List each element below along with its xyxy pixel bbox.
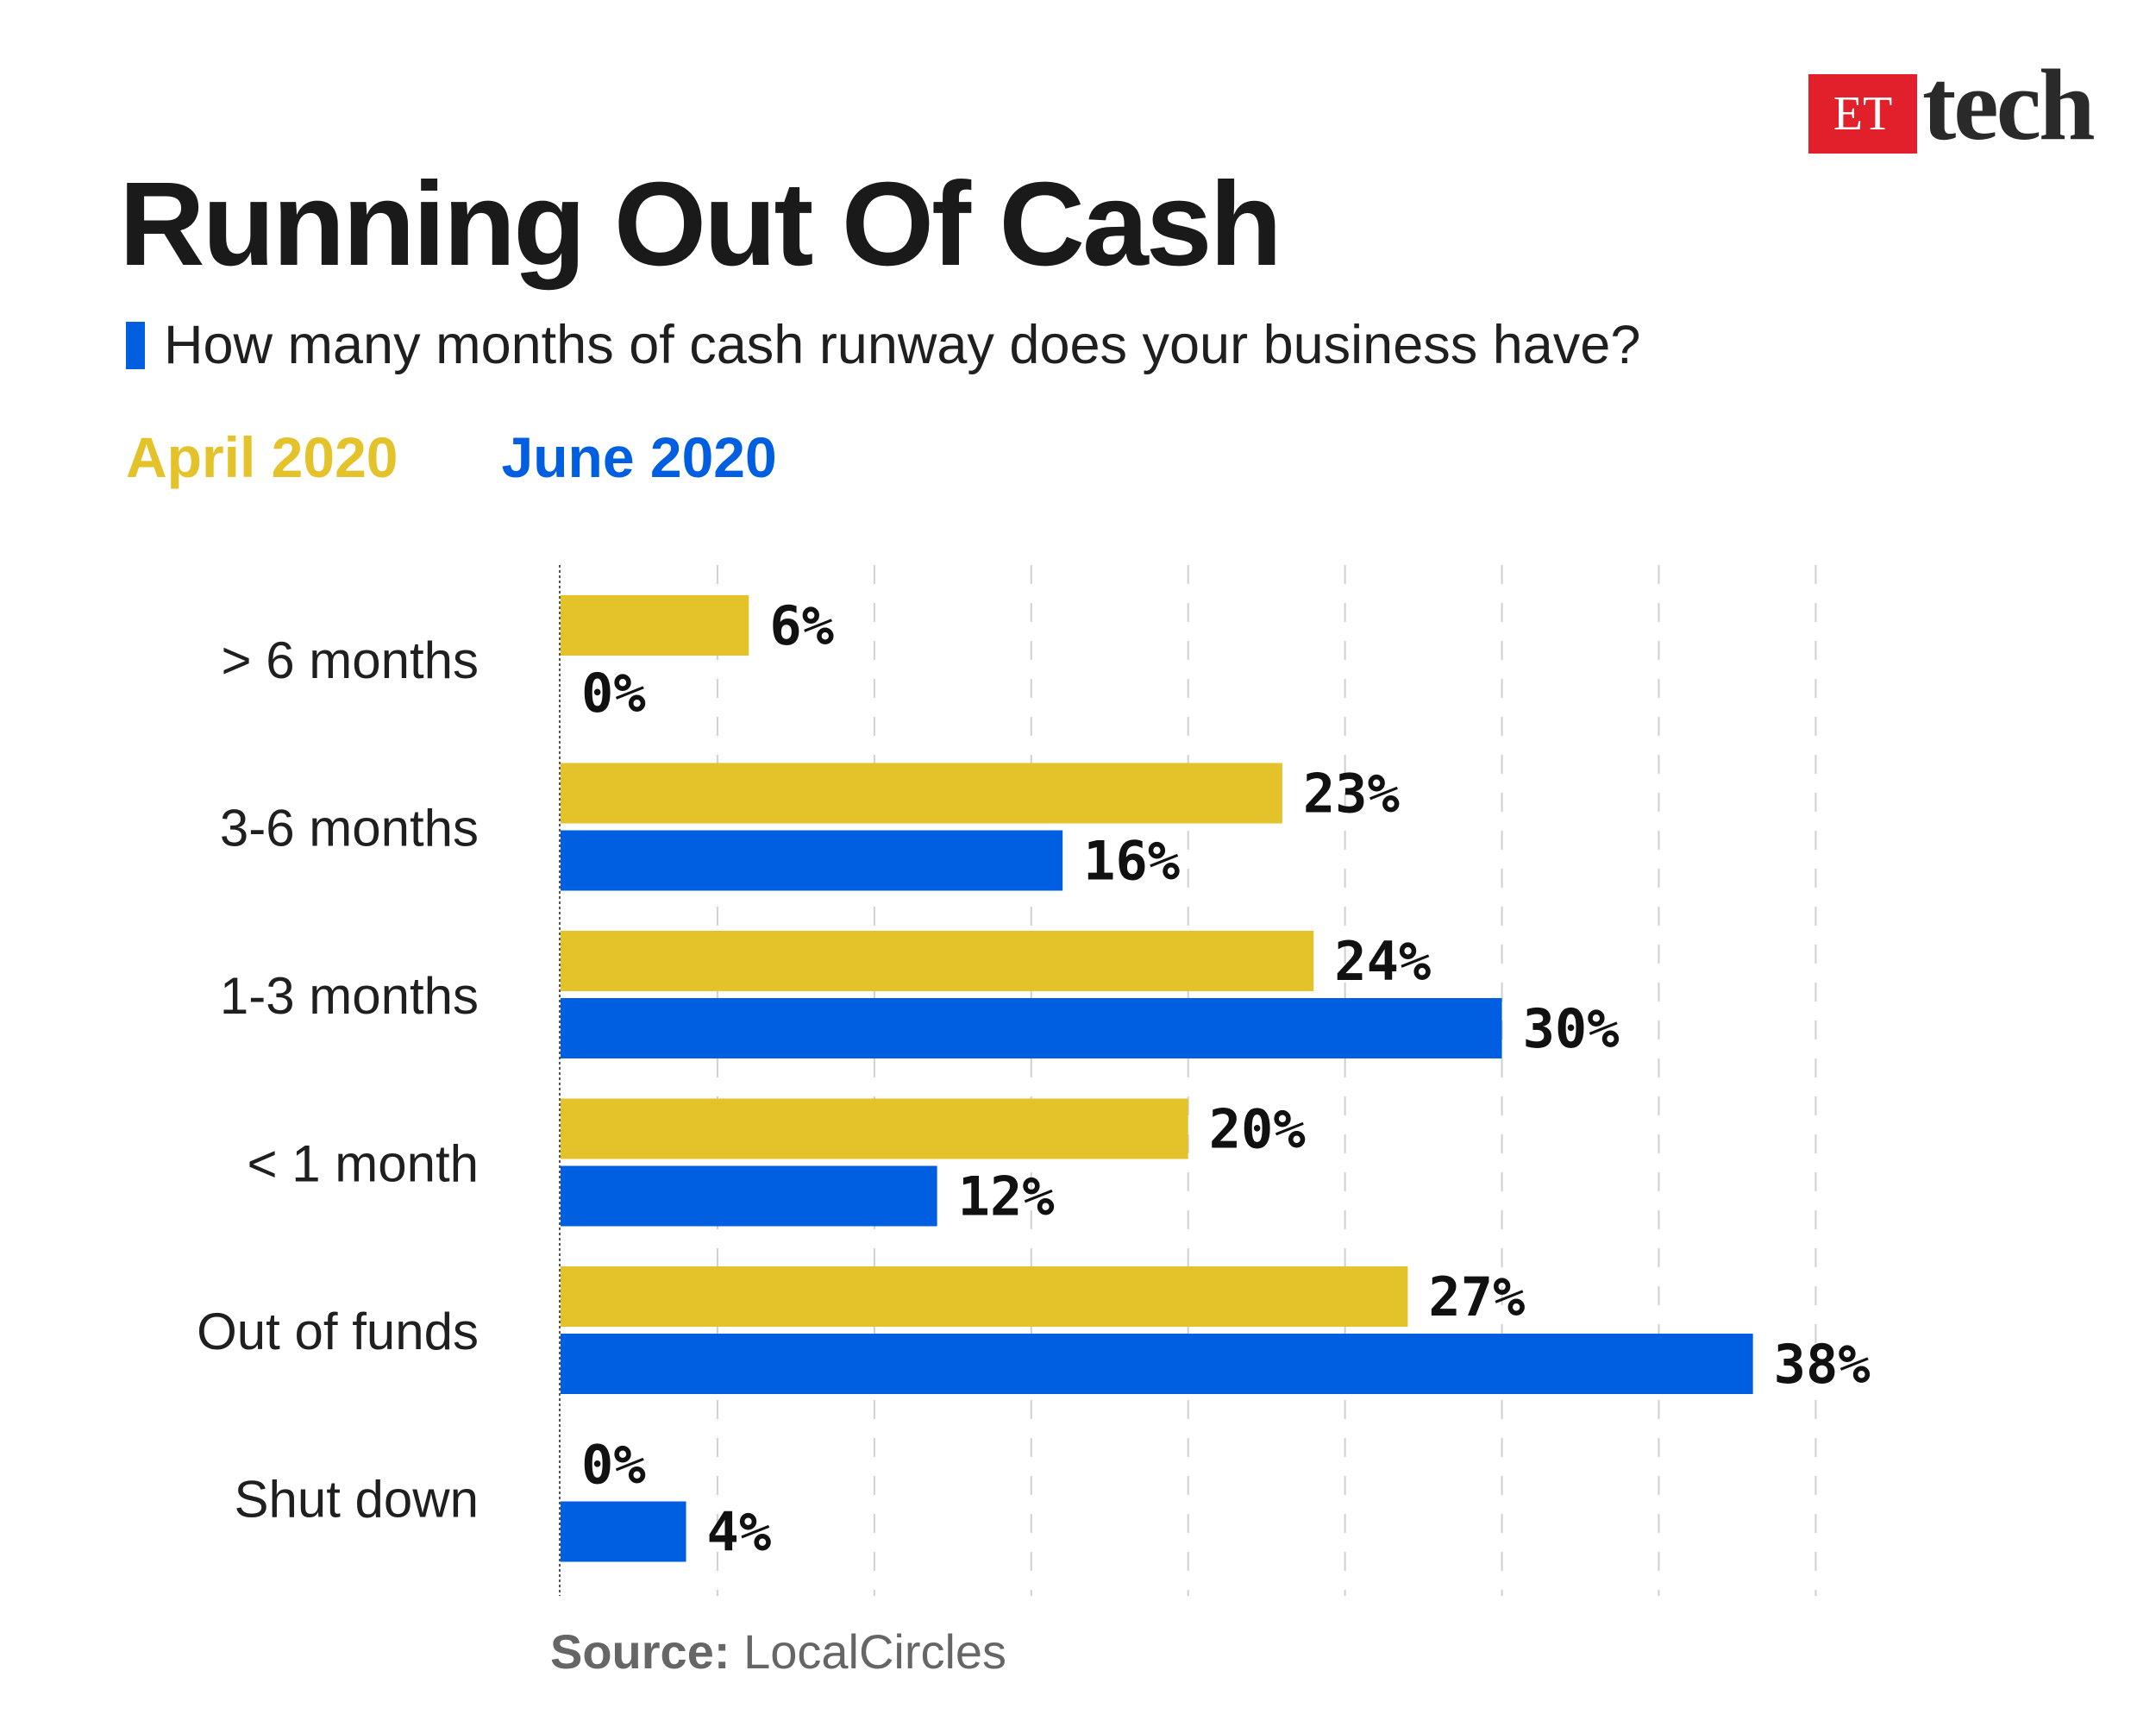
category-label: 1-3 months xyxy=(220,967,479,1025)
bar-june xyxy=(561,830,1063,891)
bar-june xyxy=(561,1165,937,1227)
legend: April 2020 June 2020 xyxy=(126,423,881,492)
source-note: Source: LocalCircles xyxy=(550,1622,1006,1682)
category-label: Out of funds xyxy=(197,1303,479,1360)
logo-word: tech xyxy=(1922,48,2096,161)
data-label: 4% xyxy=(707,1501,772,1564)
logo-badge: ET xyxy=(1808,74,1917,154)
bar-april xyxy=(561,1098,1188,1159)
bar-april xyxy=(561,763,1282,824)
data-label: 0% xyxy=(581,662,646,725)
bar-april xyxy=(561,1266,1408,1327)
bar-june xyxy=(561,1334,1753,1394)
category-label: < 1 month xyxy=(247,1135,479,1193)
legend-june: June 2020 xyxy=(501,425,777,489)
data-label: 24% xyxy=(1334,930,1431,993)
subtitle-text: How many months of cash runway does your… xyxy=(164,315,1641,375)
bar-june xyxy=(561,1501,686,1562)
data-label: 27% xyxy=(1428,1265,1525,1328)
category-label: 3-6 months xyxy=(220,800,479,857)
category-label: Shut down xyxy=(234,1471,479,1529)
ettech-logo: ET tech xyxy=(1808,48,2096,161)
data-label: 0% xyxy=(581,1434,646,1497)
subtitle-marker xyxy=(126,321,145,369)
category-label: > 6 months xyxy=(221,631,479,689)
data-label: 38% xyxy=(1774,1333,1871,1396)
data-label: 12% xyxy=(958,1165,1055,1228)
source-value: LocalCircles xyxy=(743,1624,1007,1679)
chart-subtitle: How many months of cash runway does your… xyxy=(126,312,1640,378)
bar-june xyxy=(561,998,1502,1058)
data-label: 30% xyxy=(1523,997,1620,1060)
legend-april: April 2020 xyxy=(126,425,398,489)
data-label: 6% xyxy=(769,594,834,657)
source-label: Source: xyxy=(550,1624,730,1679)
data-label: 23% xyxy=(1303,763,1400,826)
data-label: 20% xyxy=(1209,1098,1306,1161)
chart-title: Running Out Of Cash xyxy=(119,158,1282,291)
bar-april xyxy=(561,595,749,656)
bar-april xyxy=(561,931,1314,991)
data-label: 16% xyxy=(1083,830,1180,893)
